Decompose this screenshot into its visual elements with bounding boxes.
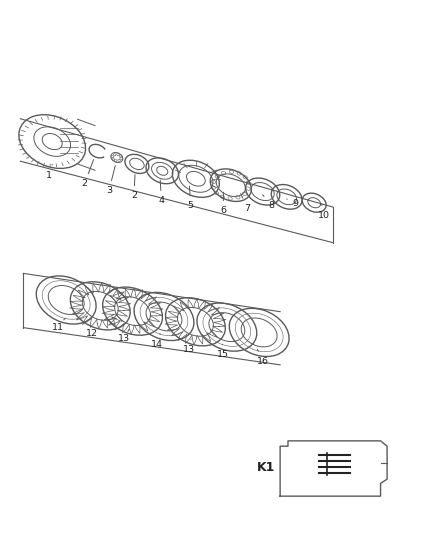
- Text: 7: 7: [241, 193, 251, 213]
- Text: 3: 3: [106, 166, 115, 195]
- Text: 2: 2: [131, 175, 137, 200]
- Text: 5: 5: [187, 187, 194, 211]
- Text: 13: 13: [118, 329, 130, 343]
- Text: 1: 1: [46, 165, 52, 180]
- Text: 14: 14: [151, 334, 163, 349]
- Text: 12: 12: [86, 324, 99, 338]
- Text: 10: 10: [318, 204, 330, 220]
- Text: 2: 2: [81, 159, 94, 188]
- Text: 16: 16: [257, 350, 268, 366]
- Text: 11: 11: [51, 318, 65, 332]
- Text: 15: 15: [217, 344, 230, 359]
- Text: K1: K1: [257, 461, 276, 474]
- Text: 6: 6: [220, 192, 226, 215]
- Text: 8: 8: [263, 195, 274, 211]
- Text: 9: 9: [287, 199, 298, 208]
- Text: 4: 4: [159, 180, 164, 205]
- Text: 13: 13: [183, 339, 195, 354]
